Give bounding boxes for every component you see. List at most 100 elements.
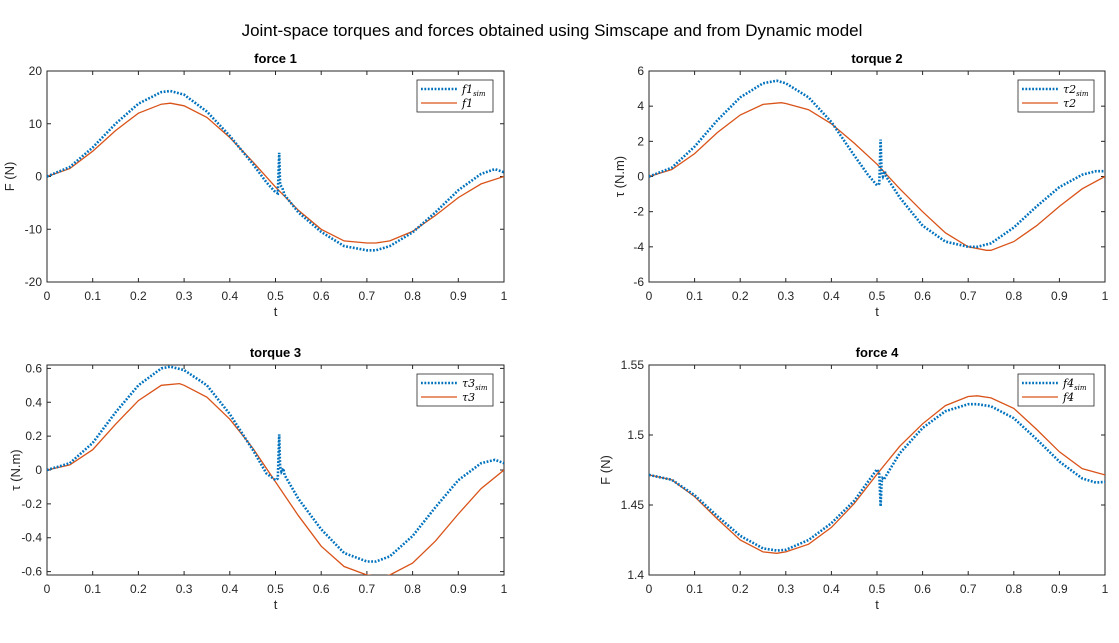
x-tick-label: 0.6 <box>914 582 931 596</box>
legend-box <box>1017 79 1095 113</box>
series-line-sim <box>47 89 504 252</box>
x-tick-label: 0.8 <box>404 289 421 303</box>
y-axis-label: τ (N.m) <box>612 156 627 197</box>
x-tick-label: 0.1 <box>686 289 703 303</box>
series-line-sim <box>649 79 1105 249</box>
legend-entry-name: τ2 <box>1063 97 1076 110</box>
x-tick-label: 0.7 <box>359 582 376 596</box>
x-axis-label: t <box>274 597 278 612</box>
x-tick-label: 0.9 <box>1051 582 1068 596</box>
x-tick-label: 1 <box>501 289 508 303</box>
y-tick-label: 1.45 <box>621 498 645 512</box>
y-tick-label: 4 <box>637 99 644 113</box>
legend-entry: f4 <box>1062 391 1074 404</box>
y-tick-label: 0 <box>35 463 42 477</box>
x-tick-label: 1 <box>501 582 508 596</box>
x-tick-label: 0.2 <box>732 582 749 596</box>
y-axis-label: F (N) <box>2 162 17 192</box>
legend-entry: f1sim <box>461 83 486 98</box>
legend-entry-name: τ2 <box>1063 83 1076 96</box>
x-tick-label: 0.3 <box>777 289 794 303</box>
x-tick-label: 0 <box>646 582 653 596</box>
y-tick-label: 0.6 <box>25 361 42 375</box>
legend-entry-name: f4 <box>1062 377 1074 390</box>
x-tick-label: 0.1 <box>84 289 101 303</box>
x-axis-label: t <box>274 304 278 319</box>
legend-entry-name: τ3 <box>462 377 475 390</box>
x-tick-label: 0.5 <box>869 582 886 596</box>
y-tick-label: 0 <box>637 170 644 184</box>
y-tick-label: 1.5 <box>627 428 644 442</box>
x-tick-label: 0.9 <box>450 289 467 303</box>
x-tick-label: 0.4 <box>823 289 840 303</box>
x-tick-label: 0.8 <box>1005 582 1022 596</box>
x-tick-label: 0.5 <box>869 289 886 303</box>
x-tick-label: 0.4 <box>221 289 238 303</box>
x-axis-label: t <box>875 304 879 319</box>
subplot-title: force 1 <box>254 51 297 66</box>
x-tick-label: 0.5 <box>267 289 284 303</box>
y-tick-label: 10 <box>29 117 43 131</box>
x-tick-label: 0.9 <box>1051 289 1068 303</box>
x-tick-label: 0.5 <box>267 582 284 596</box>
legend-entry: τ2sim <box>1063 83 1089 98</box>
x-tick-label: 0.3 <box>176 289 193 303</box>
y-tick-label: -0.2 <box>21 497 42 511</box>
x-tick-label: 0.1 <box>84 582 101 596</box>
x-tick-label: 0.4 <box>221 582 238 596</box>
y-tick-label: -0.6 <box>21 565 42 579</box>
x-axis-label: t <box>875 597 879 612</box>
subplot-title: torque 3 <box>250 345 301 360</box>
subplot-1: 0 0.1 0.2 0.3 0.4 0.5 0.6 0.7 0.8 0.9 1 -20 -10 0 10 20… <box>2 51 508 319</box>
y-tick-label: 6 <box>637 64 644 78</box>
subplot-title: force 4 <box>856 345 899 360</box>
y-tick-label: -2 <box>633 205 644 219</box>
legend-entry-subscript: sim <box>1076 90 1089 98</box>
series-line-model <box>649 102 1105 251</box>
legend-box <box>1017 373 1095 407</box>
legend-entry: τ3sim <box>462 377 488 392</box>
legend-box <box>416 373 494 407</box>
series-line-sim <box>649 402 1105 552</box>
y-tick-label: 2 <box>637 134 644 148</box>
x-tick-label: 1 <box>1102 582 1109 596</box>
legend-entry-subscript: sim <box>473 90 486 98</box>
subplot-4: 0 0.1 0.2 0.3 0.4 0.5 0.6 0.7 0.8 0.9 1 1.4 1.45 1.5 1… <box>598 345 1109 612</box>
x-tick-label: 0.2 <box>732 289 749 303</box>
legend-entry-name: f4 <box>1062 391 1074 404</box>
series-line-model <box>47 382 504 575</box>
y-tick-label: 1.4 <box>627 568 644 582</box>
legend-entry: τ2 <box>1063 97 1076 110</box>
series-line-sim <box>47 365 504 563</box>
x-tick-label: 0.3 <box>777 582 794 596</box>
y-axis-label: F (N) <box>598 455 613 485</box>
subplot-2: 0 0.1 0.2 0.3 0.4 0.5 0.6 0.7 0.8 0.9 1 -6 -4 -2 0 2 4 6 t… <box>612 51 1109 319</box>
y-tick-label: -4 <box>633 240 644 254</box>
x-tick-label: 0.9 <box>450 582 467 596</box>
x-tick-label: 0.6 <box>914 289 931 303</box>
y-tick-label: -10 <box>25 222 43 236</box>
x-tick-label: 0.8 <box>404 582 421 596</box>
x-tick-label: 1 <box>1102 289 1109 303</box>
y-tick-label: 0.4 <box>25 395 42 409</box>
x-tick-label: 0.7 <box>960 289 977 303</box>
legend-entry-subscript: sim <box>475 384 488 392</box>
x-tick-label: 0.1 <box>686 582 703 596</box>
x-tick-label: 0.8 <box>1005 289 1022 303</box>
x-tick-label: 0.7 <box>960 582 977 596</box>
x-tick-label: 0.7 <box>359 289 376 303</box>
legend-entry-name: f1 <box>461 83 473 96</box>
x-tick-label: 0.4 <box>823 582 840 596</box>
y-axis-label: τ (N.m) <box>8 449 23 490</box>
series-line-model <box>47 102 504 244</box>
y-tick-label: -0.4 <box>21 531 42 545</box>
y-tick-label: -20 <box>25 275 43 289</box>
x-tick-label: 0 <box>646 289 653 303</box>
figure-title: Joint-space torques and forces obtained … <box>242 21 863 40</box>
x-tick-label: 0.2 <box>130 289 147 303</box>
series-line-model <box>649 395 1105 554</box>
legend-entry-name: τ3 <box>462 391 475 404</box>
